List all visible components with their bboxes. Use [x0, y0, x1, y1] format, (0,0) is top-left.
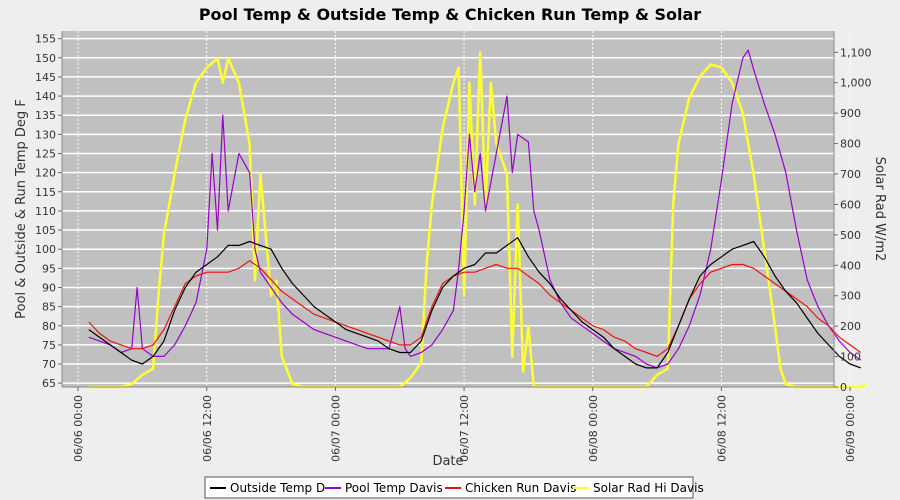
y-right-tick-label: 0: [840, 381, 847, 394]
y-left-tick-label: 135: [35, 109, 56, 122]
y-left-tick-label: 155: [35, 33, 56, 46]
legend-label: Pool Temp Davis: [345, 481, 443, 495]
y-right-tick-label: 300: [840, 290, 861, 303]
y-axis-right-label: Solar Rad W/m2: [872, 157, 887, 262]
y-right-tick-label: 800: [840, 138, 861, 151]
y-left-tick-label: 75: [42, 339, 56, 352]
plot-area: [62, 31, 834, 387]
series-line-outside-temp-d: [88, 237, 862, 369]
y-left-tick-label: 95: [42, 262, 56, 275]
y-left-tick-label: 120: [35, 167, 56, 180]
y-right-tick-label: 500: [840, 229, 861, 242]
y-left-tick-label: 85: [42, 301, 56, 314]
series-line-solar-rad-hi-davis: [88, 51, 867, 389]
x-tick-label: 06/06 00:00: [72, 395, 85, 462]
y-right-tick-label: 700: [840, 168, 861, 181]
legend-label: Solar Rad Hi Davis: [593, 481, 704, 495]
axes: 65 70 75 80 85 90 95 100 105 110 115 120 125 130 135 14…: [35, 31, 872, 462]
y-axis-left-label: Pool & Outside & Run Temp Deg F: [14, 99, 29, 319]
series-line-pool-temp-davis: [88, 49, 862, 369]
y-right-tick-label: 200: [840, 320, 861, 333]
x-tick-label: 06/07 00:00: [329, 395, 342, 462]
y-right-tick-label: 400: [840, 259, 861, 272]
x-axis-label: Date: [432, 454, 463, 469]
gridlines: [62, 31, 851, 387]
x-tick-label: 06/08 00:00: [587, 395, 600, 462]
y-left-tick-label: 130: [35, 128, 56, 141]
y-right-tick-label: 1,100: [840, 46, 872, 59]
y-left-tick-label: 100: [35, 243, 56, 256]
y-right-tick-label: 100: [840, 351, 861, 364]
y-right-tick-label: 900: [840, 107, 861, 120]
y-left-tick-label: 125: [35, 147, 56, 160]
chart-title: Pool Temp & Outside Temp & Chicken Run T…: [199, 5, 701, 24]
y-left-tick-label: 65: [42, 377, 56, 390]
y-left-tick-label: 115: [35, 186, 56, 199]
y-left-tick-label: 70: [42, 358, 56, 371]
y-left-tick-label: 80: [42, 320, 56, 333]
y-left-tick-label: 150: [35, 52, 56, 65]
series-line-chicken-run-davis: [88, 260, 862, 357]
x-tick-label: 06/06 12:00: [201, 395, 214, 462]
y-left-tick-label: 90: [42, 281, 56, 294]
legend-label: Chicken Run Davis: [465, 481, 576, 495]
x-tick-label: 06/07 12:00: [458, 395, 471, 462]
y-left-tick-label: 110: [35, 205, 56, 218]
y-right-tick-label: 1,000: [840, 77, 872, 90]
y-left-tick-label: 145: [35, 71, 56, 84]
y-left-tick-label: 140: [35, 90, 56, 103]
series-lines: [88, 49, 867, 389]
y-right-tick-label: 600: [840, 198, 861, 211]
legend: Outside Temp D Pool Temp Davis Chicken Run…: [204, 476, 704, 499]
x-tick-label: 06/09 00:00: [844, 395, 857, 462]
legend-label: Outside Temp D: [230, 481, 325, 495]
y-left-tick-label: 105: [35, 224, 56, 237]
x-tick-label: 06/08 12:00: [715, 395, 728, 462]
